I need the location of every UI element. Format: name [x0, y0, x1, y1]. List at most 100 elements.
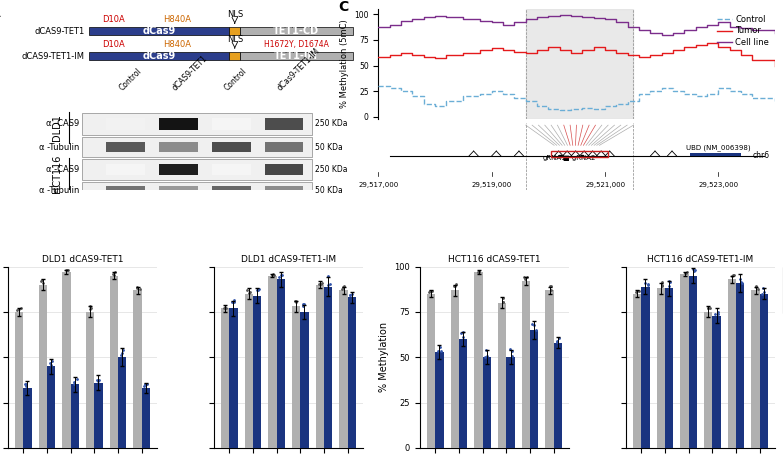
Bar [159, 186, 198, 195]
Text: TET1-IM: TET1-IM [274, 51, 319, 61]
Cell line [521, 16, 530, 22]
Tumor [396, 50, 406, 56]
Tumor [589, 44, 598, 50]
Text: NLS: NLS [226, 35, 243, 44]
Cell line [623, 24, 633, 29]
Control [657, 85, 666, 91]
Text: UBD (NM_006398): UBD (NM_006398) [686, 144, 751, 151]
Bar [81, 159, 312, 180]
Bar [459, 339, 467, 448]
Cell line [419, 15, 428, 20]
Control [589, 106, 598, 112]
Bar [427, 294, 435, 448]
Bar [633, 294, 641, 448]
Text: B: B [0, 85, 1, 100]
Bar [554, 343, 562, 448]
Text: 29,523,000: 29,523,000 [698, 182, 738, 188]
Cell line [691, 24, 701, 29]
Bar [212, 118, 251, 130]
Bar [142, 388, 150, 448]
Text: C: C [339, 0, 349, 14]
Text: H840A: H840A [163, 15, 191, 24]
Bar [641, 287, 650, 448]
Control [442, 99, 451, 104]
Tumor [543, 44, 553, 50]
Bar [265, 164, 303, 175]
FancyBboxPatch shape [240, 27, 352, 35]
Control [459, 94, 468, 99]
Bar [530, 330, 539, 448]
Bar [348, 298, 356, 448]
Bar [727, 279, 736, 448]
Text: HCT116: HCT116 [52, 154, 62, 193]
Cell line [373, 24, 383, 29]
Cell line [499, 22, 508, 27]
Control [714, 85, 723, 91]
Text: dCas9: dCas9 [143, 27, 175, 37]
Tumor [748, 58, 757, 63]
Text: α -CAS9: α -CAS9 [45, 119, 79, 128]
Control [737, 91, 746, 97]
Bar [81, 182, 312, 198]
Bar [159, 142, 198, 152]
Text: dCAS9-TET1: dCAS9-TET1 [34, 27, 85, 36]
Bar [760, 294, 768, 448]
Bar [106, 164, 145, 175]
Text: 50 KDa: 50 KDa [315, 143, 343, 152]
Text: 29,519,000: 29,519,000 [471, 182, 512, 188]
Tumor [459, 50, 468, 56]
Tumor [555, 48, 565, 53]
Bar [680, 274, 689, 448]
Tumor [442, 53, 451, 58]
Bar [70, 384, 79, 448]
Control [748, 96, 757, 101]
Control [601, 104, 610, 109]
FancyBboxPatch shape [240, 52, 352, 60]
FancyBboxPatch shape [229, 52, 240, 60]
Cell line [510, 20, 519, 25]
Control [521, 99, 530, 104]
Tumor [419, 54, 428, 60]
Bar [435, 352, 443, 448]
Control [680, 91, 689, 97]
Cell line [385, 22, 395, 27]
Control [543, 106, 553, 112]
Bar [482, 357, 491, 448]
Legend: Control, Tumor, Cell line: Control, Tumor, Cell line [716, 13, 771, 48]
Cell line [669, 30, 678, 36]
Control [419, 102, 428, 107]
Tumor [499, 48, 508, 53]
Text: D10A: D10A [102, 15, 124, 24]
Bar [23, 388, 31, 448]
Cell line [702, 22, 712, 27]
Text: dCAS9-TET1-IM: dCAS9-TET1-IM [22, 52, 85, 61]
Bar [301, 312, 309, 448]
Bar [159, 164, 198, 175]
Bar [265, 186, 303, 195]
Control [770, 99, 780, 104]
Bar [525, 9, 633, 119]
Bar [474, 272, 482, 448]
Title: DLD1 dCAS9-TET1: DLD1 dCAS9-TET1 [41, 255, 123, 265]
Bar [713, 315, 720, 448]
Control [725, 88, 734, 94]
Tumor [510, 49, 519, 55]
Bar [212, 142, 251, 152]
Cell line [589, 16, 598, 21]
Bar [106, 142, 145, 152]
Bar [15, 312, 23, 448]
Control [623, 99, 633, 104]
Bar [657, 288, 665, 448]
Line: Tumor: Tumor [378, 43, 775, 65]
Cell line [646, 30, 655, 36]
Tumor [408, 53, 417, 58]
Bar [451, 290, 459, 448]
Cell line [555, 12, 565, 18]
Text: A: A [0, 6, 1, 20]
Bar [47, 366, 56, 448]
Bar [498, 303, 507, 448]
Text: DLD1: DLD1 [52, 114, 62, 141]
Cell line [396, 19, 406, 24]
Tumor [646, 53, 655, 58]
Line: Cell line: Cell line [378, 15, 775, 35]
